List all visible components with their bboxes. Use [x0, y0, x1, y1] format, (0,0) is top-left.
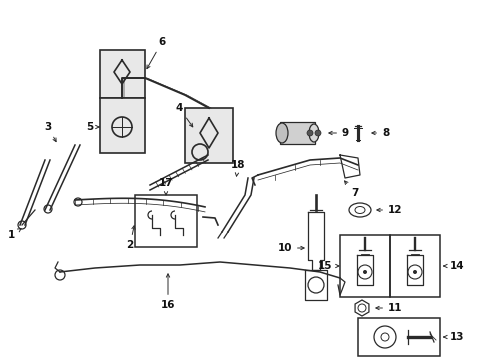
Circle shape — [306, 130, 312, 136]
Circle shape — [412, 270, 416, 274]
Bar — [280, 122, 314, 144]
Text: 9: 9 — [328, 128, 348, 138]
Text: 10: 10 — [277, 243, 304, 253]
Ellipse shape — [308, 124, 318, 142]
Bar — [100, 50, 145, 98]
Text: 2: 2 — [126, 226, 135, 250]
Text: 15: 15 — [317, 261, 338, 271]
Bar — [135, 195, 197, 247]
Text: 3: 3 — [44, 122, 56, 141]
Ellipse shape — [275, 123, 287, 143]
Text: 5: 5 — [85, 122, 99, 132]
Bar — [389, 235, 439, 297]
Bar — [339, 235, 389, 297]
Bar — [184, 108, 232, 163]
Circle shape — [362, 270, 366, 274]
Text: 4: 4 — [175, 103, 192, 127]
Circle shape — [314, 130, 320, 136]
Text: 1: 1 — [8, 229, 21, 240]
Bar — [357, 318, 439, 356]
Text: 18: 18 — [230, 160, 245, 176]
Text: 16: 16 — [161, 274, 175, 310]
Text: 14: 14 — [443, 261, 464, 271]
Text: 13: 13 — [443, 332, 464, 342]
Text: 8: 8 — [371, 128, 388, 138]
Text: 11: 11 — [375, 303, 402, 313]
Text: 17: 17 — [159, 178, 173, 195]
Text: 6: 6 — [146, 37, 165, 69]
Text: 12: 12 — [376, 205, 402, 215]
Text: 7: 7 — [344, 181, 358, 198]
Bar — [100, 98, 145, 153]
